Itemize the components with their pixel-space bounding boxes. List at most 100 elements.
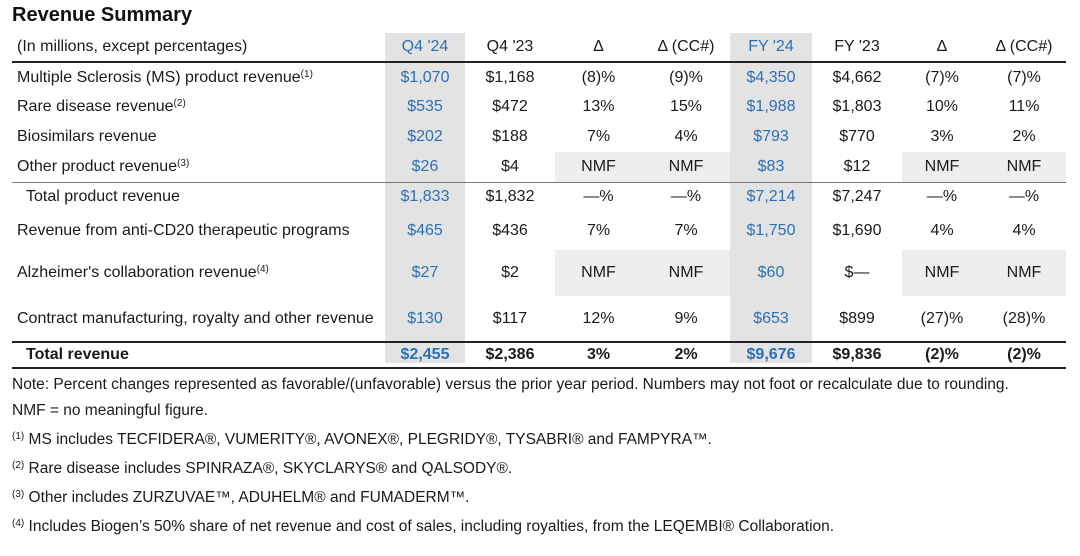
row-label: Total product revenue [12,181,385,212]
row-label: Contract manufacturing, royalty and othe… [17,310,374,327]
cell-value: $1,690 [832,222,882,239]
cell-value: $27 [411,264,439,281]
cell-value: 4% [930,222,954,239]
cell-value: $653 [753,309,789,327]
row-label: Multiple Sclerosis (MS) product revenue(… [17,68,313,86]
row-label: Alzheimer's collaboration revenue(4) [17,264,269,281]
cell-value: $1,750 [746,222,796,239]
cell-value: $202 [407,128,443,145]
row-label: Rare disease revenue(2) [17,98,186,115]
revenue-table: (In millions, except percentages) Q4 '24… [12,33,1066,369]
cell-value: $4,350 [746,68,796,86]
cell-value: $1,832 [465,181,555,212]
cell-value: 7% [586,222,611,239]
page-title: Revenue Summary [12,4,193,26]
cell-value: $2,455 [385,341,465,369]
cell-value: 13% [582,98,615,115]
cell-value: $188 [492,128,528,145]
row-label: Total revenue [12,341,385,369]
cell-value: (2)% [982,341,1066,369]
header-fy-24: FY '24 [730,33,812,63]
cell-value: (7)% [925,68,959,86]
cell-value: $436 [492,222,528,239]
cell-value: $2 [501,264,519,281]
row-label: Revenue from anti-CD20 therapeutic progr… [17,222,350,239]
cell-value: $117 [492,309,528,327]
note-text: Note: Percent changes represented as fav… [12,376,1009,393]
row-label: Other product revenue(3) [17,157,190,175]
cell-value: 4% [674,128,698,145]
footnote-3: (3) Other includes ZURZUVAE™, ADUHELM® a… [12,489,470,506]
cell-value: 2% [642,341,730,369]
table-row: Rare disease revenue(2) $535 $472 13% 15… [12,92,1066,122]
table-row: Biosimilars revenue $202 $188 7% 4% $793… [12,122,1066,152]
header-q4-24: Q4 '24 [385,33,465,63]
header-q4-23: Q4 '23 [465,33,555,63]
table-row: Other product revenue(3) $26 $4 NMF NMF … [12,152,1066,182]
cell-value: NMF [982,250,1066,296]
cell-value: $9,836 [812,341,902,369]
cell-value: —% [642,181,730,212]
cell-value: $4,662 [832,68,882,86]
cell-value: —% [982,181,1066,212]
header-q-delta-cc: Δ (CC#) [642,33,730,63]
header-fy-delta: Δ [902,33,982,63]
cell-value: 2% [1012,128,1036,145]
footnotes: Note: Percent changes represented as fav… [12,372,1062,540]
cell-value: —% [555,181,642,212]
cell-value: 15% [669,98,703,115]
total-row: Total revenue $2,455 $2,386 3% 2% $9,676… [12,341,1066,369]
cell-value: $899 [839,309,875,327]
header-q-delta: Δ [555,33,642,63]
cell-value: $535 [407,98,443,115]
cell-value: 7% [674,222,698,239]
cell-value: NMF [642,250,730,296]
cell-value: 3% [555,341,642,369]
cell-value: $1,988 [746,98,796,115]
cell-value: $9,676 [730,341,812,369]
cell-value: $1,070 [400,68,450,86]
cell-value: NMF [555,250,642,296]
cell-value: (2)% [902,341,982,369]
footnote-1: (1) MS includes TECFIDERA®, VUMERITY®, A… [12,431,712,448]
cell-value: $465 [407,222,443,239]
header-fy-delta-cc: Δ (CC#) [982,33,1066,63]
cell-value: 9% [674,309,698,327]
cell-value: $472 [492,98,528,115]
cell-value: $1,168 [485,68,535,86]
cell-value: $4 [501,157,519,175]
cell-value: 7% [586,128,611,145]
cell-value: 10% [925,98,959,115]
nmf-note: NMF = no meaningful figure. [12,402,208,419]
cell-value: $7,247 [812,181,902,212]
cell-value: $1,803 [832,98,882,115]
subtotal-row: Total product revenue $1,833 $1,832 —% —… [12,181,1066,212]
cell-value: $2,386 [465,341,555,369]
header-fy-23: FY '23 [812,33,902,63]
cell-value: $7,214 [730,181,812,212]
table-header-row: (In millions, except percentages) Q4 '24… [12,33,1066,63]
cell-value: $26 [411,157,439,175]
table-row: Revenue from anti-CD20 therapeutic progr… [12,212,1066,250]
cell-value: (28)% [1002,309,1046,327]
table-row: Contract manufacturing, royalty and othe… [12,296,1066,342]
cell-value: 4% [1012,222,1036,239]
cell-value: NMF [982,152,1066,182]
table-row: Alzheimer's collaboration revenue(4) $27… [12,250,1066,296]
cell-value: $1,833 [385,181,465,212]
cell-value: $83 [757,157,785,175]
cell-value: (27)% [920,309,964,327]
cell-value: $12 [843,157,871,175]
cell-value: NMF [555,152,642,182]
cell-value: —% [902,181,982,212]
cell-value: $793 [753,128,789,145]
cell-value: (8)% [581,68,616,86]
cell-value: $130 [407,309,443,327]
cell-value: NMF [902,152,982,182]
cell-value: 12% [582,309,615,327]
cell-value: 3% [930,128,954,145]
table-row: Multiple Sclerosis (MS) product revenue(… [12,62,1066,92]
cell-value: $60 [757,264,785,281]
footnote-2: (2) Rare disease includes SPINRAZA®, SKY… [12,460,513,477]
cell-value: $— [844,264,870,281]
